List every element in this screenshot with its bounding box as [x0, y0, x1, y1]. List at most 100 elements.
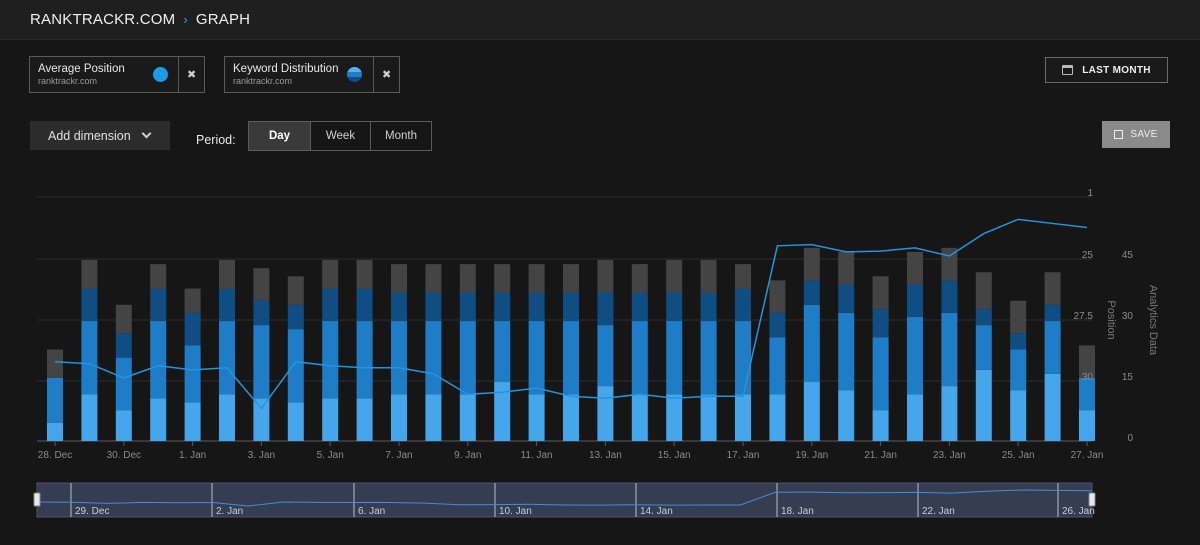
- position-tick-label: 1: [1087, 188, 1093, 199]
- analytics-axis-title: Analytics Data: [1147, 285, 1159, 356]
- bar-segment: [872, 410, 889, 441]
- bar-segment: [81, 260, 98, 289]
- metric-chip-average-position[interactable]: Average Position ranktrackr.com ✖: [29, 56, 205, 93]
- bar-segment: [700, 292, 717, 322]
- bar-segment: [838, 251, 855, 285]
- bar-segment: [528, 264, 545, 293]
- bar-segment: [287, 276, 304, 305]
- navigator-tick-label: 29. Dec: [75, 506, 109, 517]
- period-day-button[interactable]: Day: [249, 122, 310, 150]
- metric-chip-keyword-distribution[interactable]: Keyword Distribution ranktrackr.com ✖: [224, 56, 400, 93]
- bar-segment: [150, 321, 167, 399]
- bar-segment: [563, 394, 579, 441]
- x-tick-label: 30. Dec: [107, 450, 141, 461]
- bar-segment: [1010, 300, 1027, 334]
- period-month-button[interactable]: Month: [370, 122, 431, 150]
- bar-segment: [838, 390, 855, 441]
- bar-segment: [666, 292, 683, 322]
- x-tick-label: 5. Jan: [317, 450, 344, 461]
- navigator-tick-label: 18. Jan: [781, 506, 814, 517]
- position-tick-label: 30: [1082, 372, 1094, 383]
- remove-metric-button[interactable]: ✖: [178, 57, 204, 92]
- bar-segment: [1010, 349, 1027, 391]
- save-button[interactable]: SAVE: [1102, 121, 1170, 148]
- bar-segment: [287, 402, 304, 441]
- period-label: Period:: [196, 133, 236, 147]
- x-tick-label: 1. Jan: [179, 450, 206, 461]
- bar-segment: [735, 321, 751, 395]
- add-dimension-dropdown[interactable]: Add dimension: [30, 121, 170, 150]
- metric-chip-body[interactable]: Average Position ranktrackr.com: [30, 57, 178, 92]
- analytics-tick-label: 30: [1122, 311, 1134, 322]
- bar-segment: [631, 264, 648, 293]
- bar-segment: [356, 321, 373, 399]
- bar-segment: [253, 325, 270, 399]
- x-tick-label: 21. Jan: [864, 450, 897, 461]
- navigator-background: [36, 482, 1093, 518]
- x-tick-label: 17. Jan: [727, 450, 760, 461]
- date-range-button[interactable]: LAST MONTH: [1045, 57, 1168, 83]
- range-navigator[interactable]: 29. Dec 2. Jan 6. Jan 10. Jan 14. Jan 18. Jan…: [0, 478, 1200, 523]
- period-week-button[interactable]: Week: [310, 122, 370, 150]
- bar-segment: [1044, 321, 1061, 374]
- bar-segment: [1044, 373, 1061, 441]
- bar-segment: [184, 402, 201, 441]
- bar-segment: [838, 284, 855, 313]
- metric-chip-body[interactable]: Keyword Distribution ranktrackr.com: [225, 57, 373, 92]
- bar-segment: [769, 337, 786, 395]
- metric-subtitle: ranktrackr.com: [233, 76, 293, 86]
- bar-segment: [803, 304, 820, 383]
- bar-segment: [769, 394, 786, 441]
- bar-segment: [975, 308, 992, 326]
- bar-segment: [769, 312, 786, 338]
- x-tick-label: 15. Jan: [658, 450, 691, 461]
- breadcrumb-page: GRAPH: [195, 11, 251, 28]
- bar-segment: [1044, 272, 1061, 305]
- bar-segment: [700, 260, 717, 293]
- navigator-right-handle[interactable]: [1088, 492, 1096, 507]
- bar-segment: [941, 312, 958, 387]
- analytics-tick-label: 0: [1127, 433, 1133, 444]
- bar-segment: [838, 312, 855, 391]
- metric-title: Keyword Distribution: [233, 63, 339, 75]
- close-icon: ✖: [382, 69, 392, 81]
- breadcrumb-site[interactable]: RANKTRACKR.COM: [30, 11, 176, 28]
- average-position-line: [54, 218, 1088, 410]
- bar-segment: [735, 394, 751, 441]
- calendar-icon: [1062, 65, 1074, 75]
- bar-segment: [975, 369, 992, 441]
- bar-segment: [322, 288, 339, 322]
- bar-segment: [941, 280, 958, 313]
- bar-segment: [907, 284, 923, 317]
- bar-segment: [425, 394, 442, 441]
- navigator-tick-label: 26. Jan: [1062, 506, 1095, 517]
- metric-title: Average Position: [38, 63, 125, 75]
- remove-metric-button[interactable]: ✖: [373, 57, 399, 92]
- navigator-tick-label: 2. Jan: [216, 506, 243, 517]
- date-range-label: LAST MONTH: [1082, 64, 1151, 76]
- bar-segment: [425, 264, 442, 293]
- navigator-tick-label: 22. Jan: [922, 506, 955, 517]
- bar-segment: [1010, 333, 1027, 350]
- add-dimension-label: Add dimension: [48, 128, 131, 143]
- bar-segment: [631, 292, 648, 322]
- bar-segment: [425, 292, 442, 322]
- bar-segment: [459, 264, 476, 293]
- close-icon: ✖: [187, 69, 197, 81]
- top-bar: RANKTRACKR.COM › GRAPH: [0, 0, 1200, 40]
- bar-segment: [184, 312, 201, 346]
- bar-segment: [391, 264, 407, 293]
- bar-segment: [907, 394, 923, 441]
- bar-segment: [253, 268, 270, 301]
- x-tick-label: 13. Jan: [589, 450, 622, 461]
- chevron-down-icon: [141, 128, 152, 139]
- breadcrumb: RANKTRACKR.COM › GRAPH: [30, 11, 250, 28]
- navigator-left-handle[interactable]: [33, 492, 41, 507]
- x-tick-label: 3. Jan: [248, 450, 275, 461]
- x-tick-label: 25. Jan: [1002, 450, 1035, 461]
- bar-segment: [700, 394, 717, 441]
- position-tick-label: 25: [1082, 250, 1094, 261]
- bar-segment: [494, 321, 511, 383]
- bar-segment: [322, 321, 339, 399]
- bar-segment: [391, 292, 407, 322]
